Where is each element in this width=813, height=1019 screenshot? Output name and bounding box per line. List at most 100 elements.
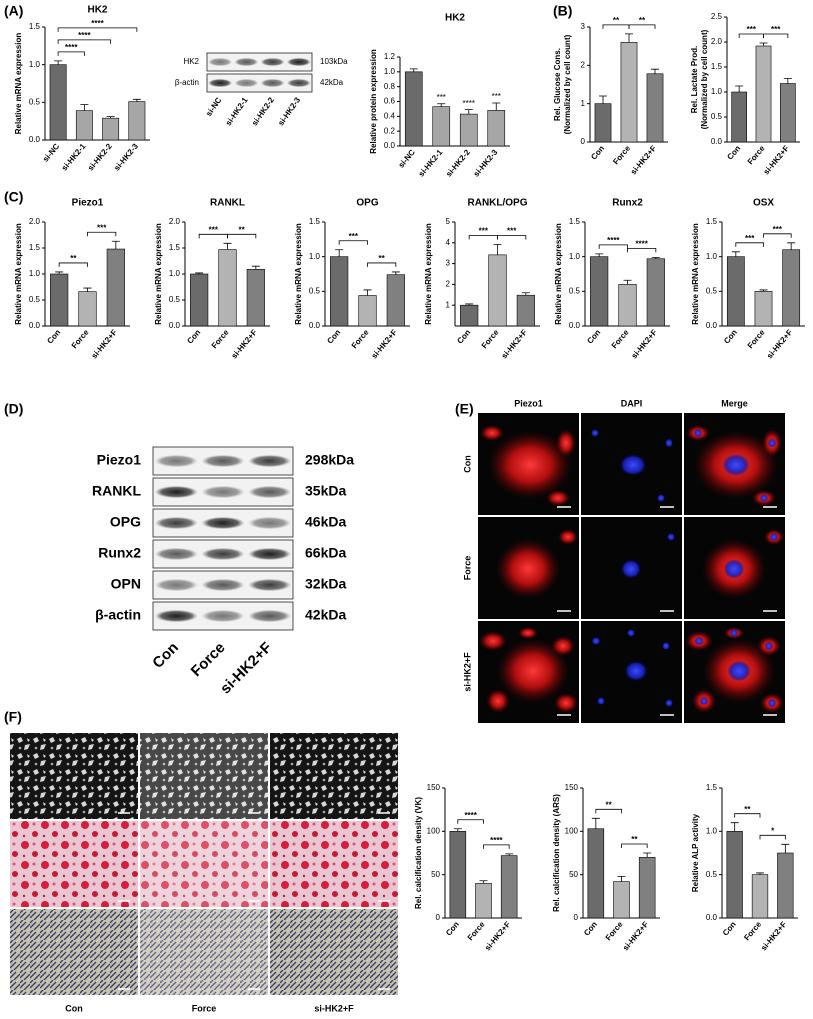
bar-label: *** [437, 93, 446, 102]
nucleus-stain [591, 429, 599, 437]
nucleus-stain [627, 629, 635, 637]
y-tick-label: 4 [446, 238, 451, 247]
y-tick-label: 3 [446, 259, 451, 268]
y-tick-label: 0 [581, 137, 586, 146]
y-tick-label: 1.5 [29, 22, 41, 31]
bar [590, 256, 609, 327]
error-bar [251, 265, 260, 270]
significance-label: * [771, 826, 775, 835]
significance-bracket [595, 808, 622, 814]
blot-strip [206, 73, 313, 93]
y-tick-label: 0.0 [29, 135, 41, 144]
bar [638, 857, 656, 919]
error-bar [505, 853, 514, 856]
y-tick-label: 0.5 [706, 286, 718, 295]
blot-band [248, 547, 292, 561]
y-tick-label: 0.2 [384, 126, 396, 135]
x-tick-label: si-HK2+F [621, 920, 650, 953]
error-bar [55, 271, 64, 274]
error-bar [83, 287, 92, 292]
y-tick-label: 1.0 [169, 269, 181, 278]
chart-title: Runx2 [612, 198, 643, 209]
y-tick-label: 1.0 [569, 252, 581, 261]
stain-image [270, 821, 398, 907]
bar [646, 73, 664, 143]
bar [459, 113, 478, 147]
error-bar [493, 244, 502, 255]
y-tick-label: 0.0 [706, 913, 718, 922]
x-tick-label: si-HK2+F [370, 328, 399, 361]
significance-label: ** [631, 835, 638, 844]
nucleus-stain [694, 429, 702, 437]
bar [777, 852, 794, 919]
y-tick-label: 1.5 [569, 217, 581, 226]
bar [330, 256, 349, 327]
bar [460, 304, 479, 327]
y-tick-label: 1.0 [706, 826, 718, 835]
bar [516, 294, 535, 327]
cell-stain [558, 529, 578, 545]
y-tick-label: 0.5 [309, 286, 321, 295]
blot-row-label: HK2 [183, 57, 199, 66]
blot-band [201, 578, 245, 592]
y-tick-label: 1.5 [706, 783, 718, 792]
x-tick-label: si-HK2+F [629, 144, 658, 177]
blot-lane-label: si-NC [204, 96, 223, 118]
significance-label: ** [379, 254, 386, 263]
blot-band [248, 578, 292, 592]
blot-band [248, 485, 292, 499]
error-bar [730, 822, 739, 832]
bar [751, 874, 769, 919]
panel-label: (C) [4, 189, 23, 205]
x-tick-label: si-HK2-1 [417, 147, 445, 178]
bar [190, 273, 209, 327]
error-bar [591, 817, 600, 829]
significance-bracket [598, 244, 628, 249]
significance-bracket [759, 834, 786, 840]
significance-label: *** [97, 223, 107, 232]
x-tick-label: Con [582, 920, 599, 938]
significance-label: **** [78, 31, 91, 40]
nucleus-stain [770, 533, 778, 541]
error-bar [735, 85, 744, 92]
stain-image [140, 909, 268, 995]
panel-label: (A) [4, 3, 23, 19]
error-bar [106, 116, 115, 119]
nucleus-stain [619, 454, 647, 476]
chart-title: RANKL/OPG [468, 198, 528, 209]
cell-stain [479, 631, 507, 651]
error-bar [595, 253, 604, 257]
nucleus-stain [768, 438, 776, 448]
error-bar [437, 103, 446, 107]
error-bar [111, 240, 120, 250]
bar [49, 64, 67, 141]
x-tick-label: si-NC [397, 148, 417, 170]
nucleus-stain [694, 637, 704, 645]
blot-band [154, 547, 198, 561]
nucleus-stain [768, 699, 776, 707]
blot-band [201, 485, 245, 499]
y-tick-label: 1.5 [29, 243, 41, 252]
error-bar [759, 289, 768, 292]
x-tick-label: si-HK2-3 [472, 147, 500, 178]
significance-bracket [57, 51, 85, 56]
significance-label: ** [639, 16, 646, 25]
bar [779, 83, 796, 143]
significance-label: ** [70, 254, 77, 263]
x-tick-label: si-HK2+F [765, 328, 794, 361]
cell-stain [488, 431, 572, 499]
blot-band [154, 609, 198, 623]
stain-image [140, 821, 268, 907]
significance-label: **** [91, 19, 104, 28]
x-tick-label: Force [742, 919, 763, 942]
y-tick-label: 1.0 [384, 67, 396, 76]
significance-bracket [734, 813, 761, 818]
x-tick-label: si-HK2-3 [112, 141, 140, 172]
x-tick-label: Con [585, 328, 602, 346]
chart-title: RANKL [210, 198, 245, 209]
bar [646, 258, 665, 327]
error-bar [479, 880, 488, 884]
stain-image [10, 733, 138, 819]
blot-band [208, 78, 233, 88]
nucleus-stain [620, 559, 642, 579]
